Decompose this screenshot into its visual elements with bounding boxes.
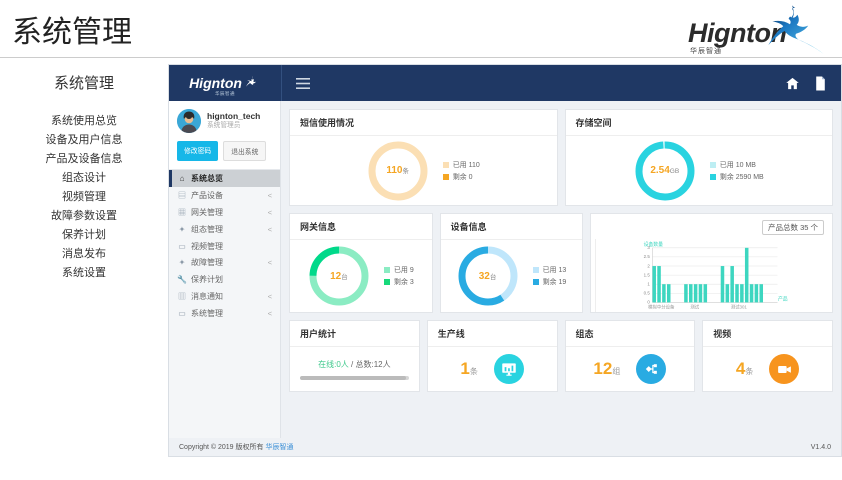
svg-text:产品: 产品 — [778, 295, 788, 302]
svg-text:测试: 测试 — [691, 303, 700, 310]
svg-text:0.5: 0.5 — [644, 290, 651, 295]
svg-text:2: 2 — [648, 263, 651, 268]
svg-text:测试301: 测试301 — [731, 303, 748, 310]
svg-text:1: 1 — [648, 281, 651, 286]
svg-text:1.5: 1.5 — [644, 272, 651, 277]
svg-text:2.5: 2.5 — [644, 254, 651, 259]
svg-text:模拟中分设备: 模拟中分设备 — [648, 303, 675, 310]
